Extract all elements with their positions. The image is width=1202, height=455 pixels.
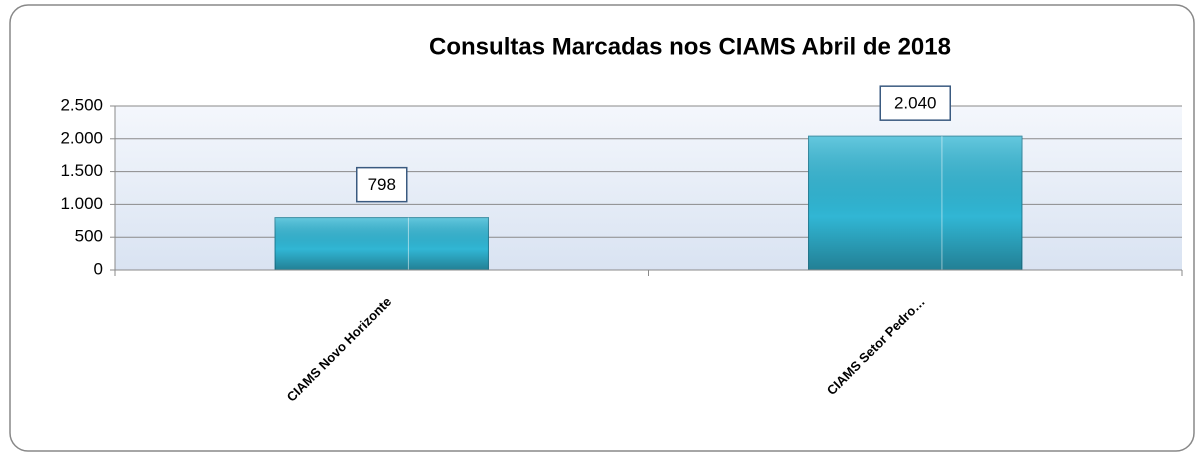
- data-label-box: [879, 85, 951, 121]
- chart-title: Consultas Marcadas nos CIAMS Abril de 20…: [429, 33, 951, 60]
- y-tick-label: 0: [94, 259, 103, 278]
- y-tick-label: 1.000: [60, 194, 103, 213]
- y-tick-label: 1.500: [60, 161, 103, 180]
- bar-shade: [275, 217, 489, 270]
- bar-shade: [808, 136, 1022, 270]
- data-label: 2.040: [894, 94, 937, 113]
- data-label-box: [356, 166, 408, 203]
- y-tick-label: 2.500: [60, 95, 103, 114]
- y-tick-label: 2.000: [60, 128, 103, 147]
- y-tick-label: 500: [75, 227, 103, 246]
- data-label: 798: [368, 175, 396, 194]
